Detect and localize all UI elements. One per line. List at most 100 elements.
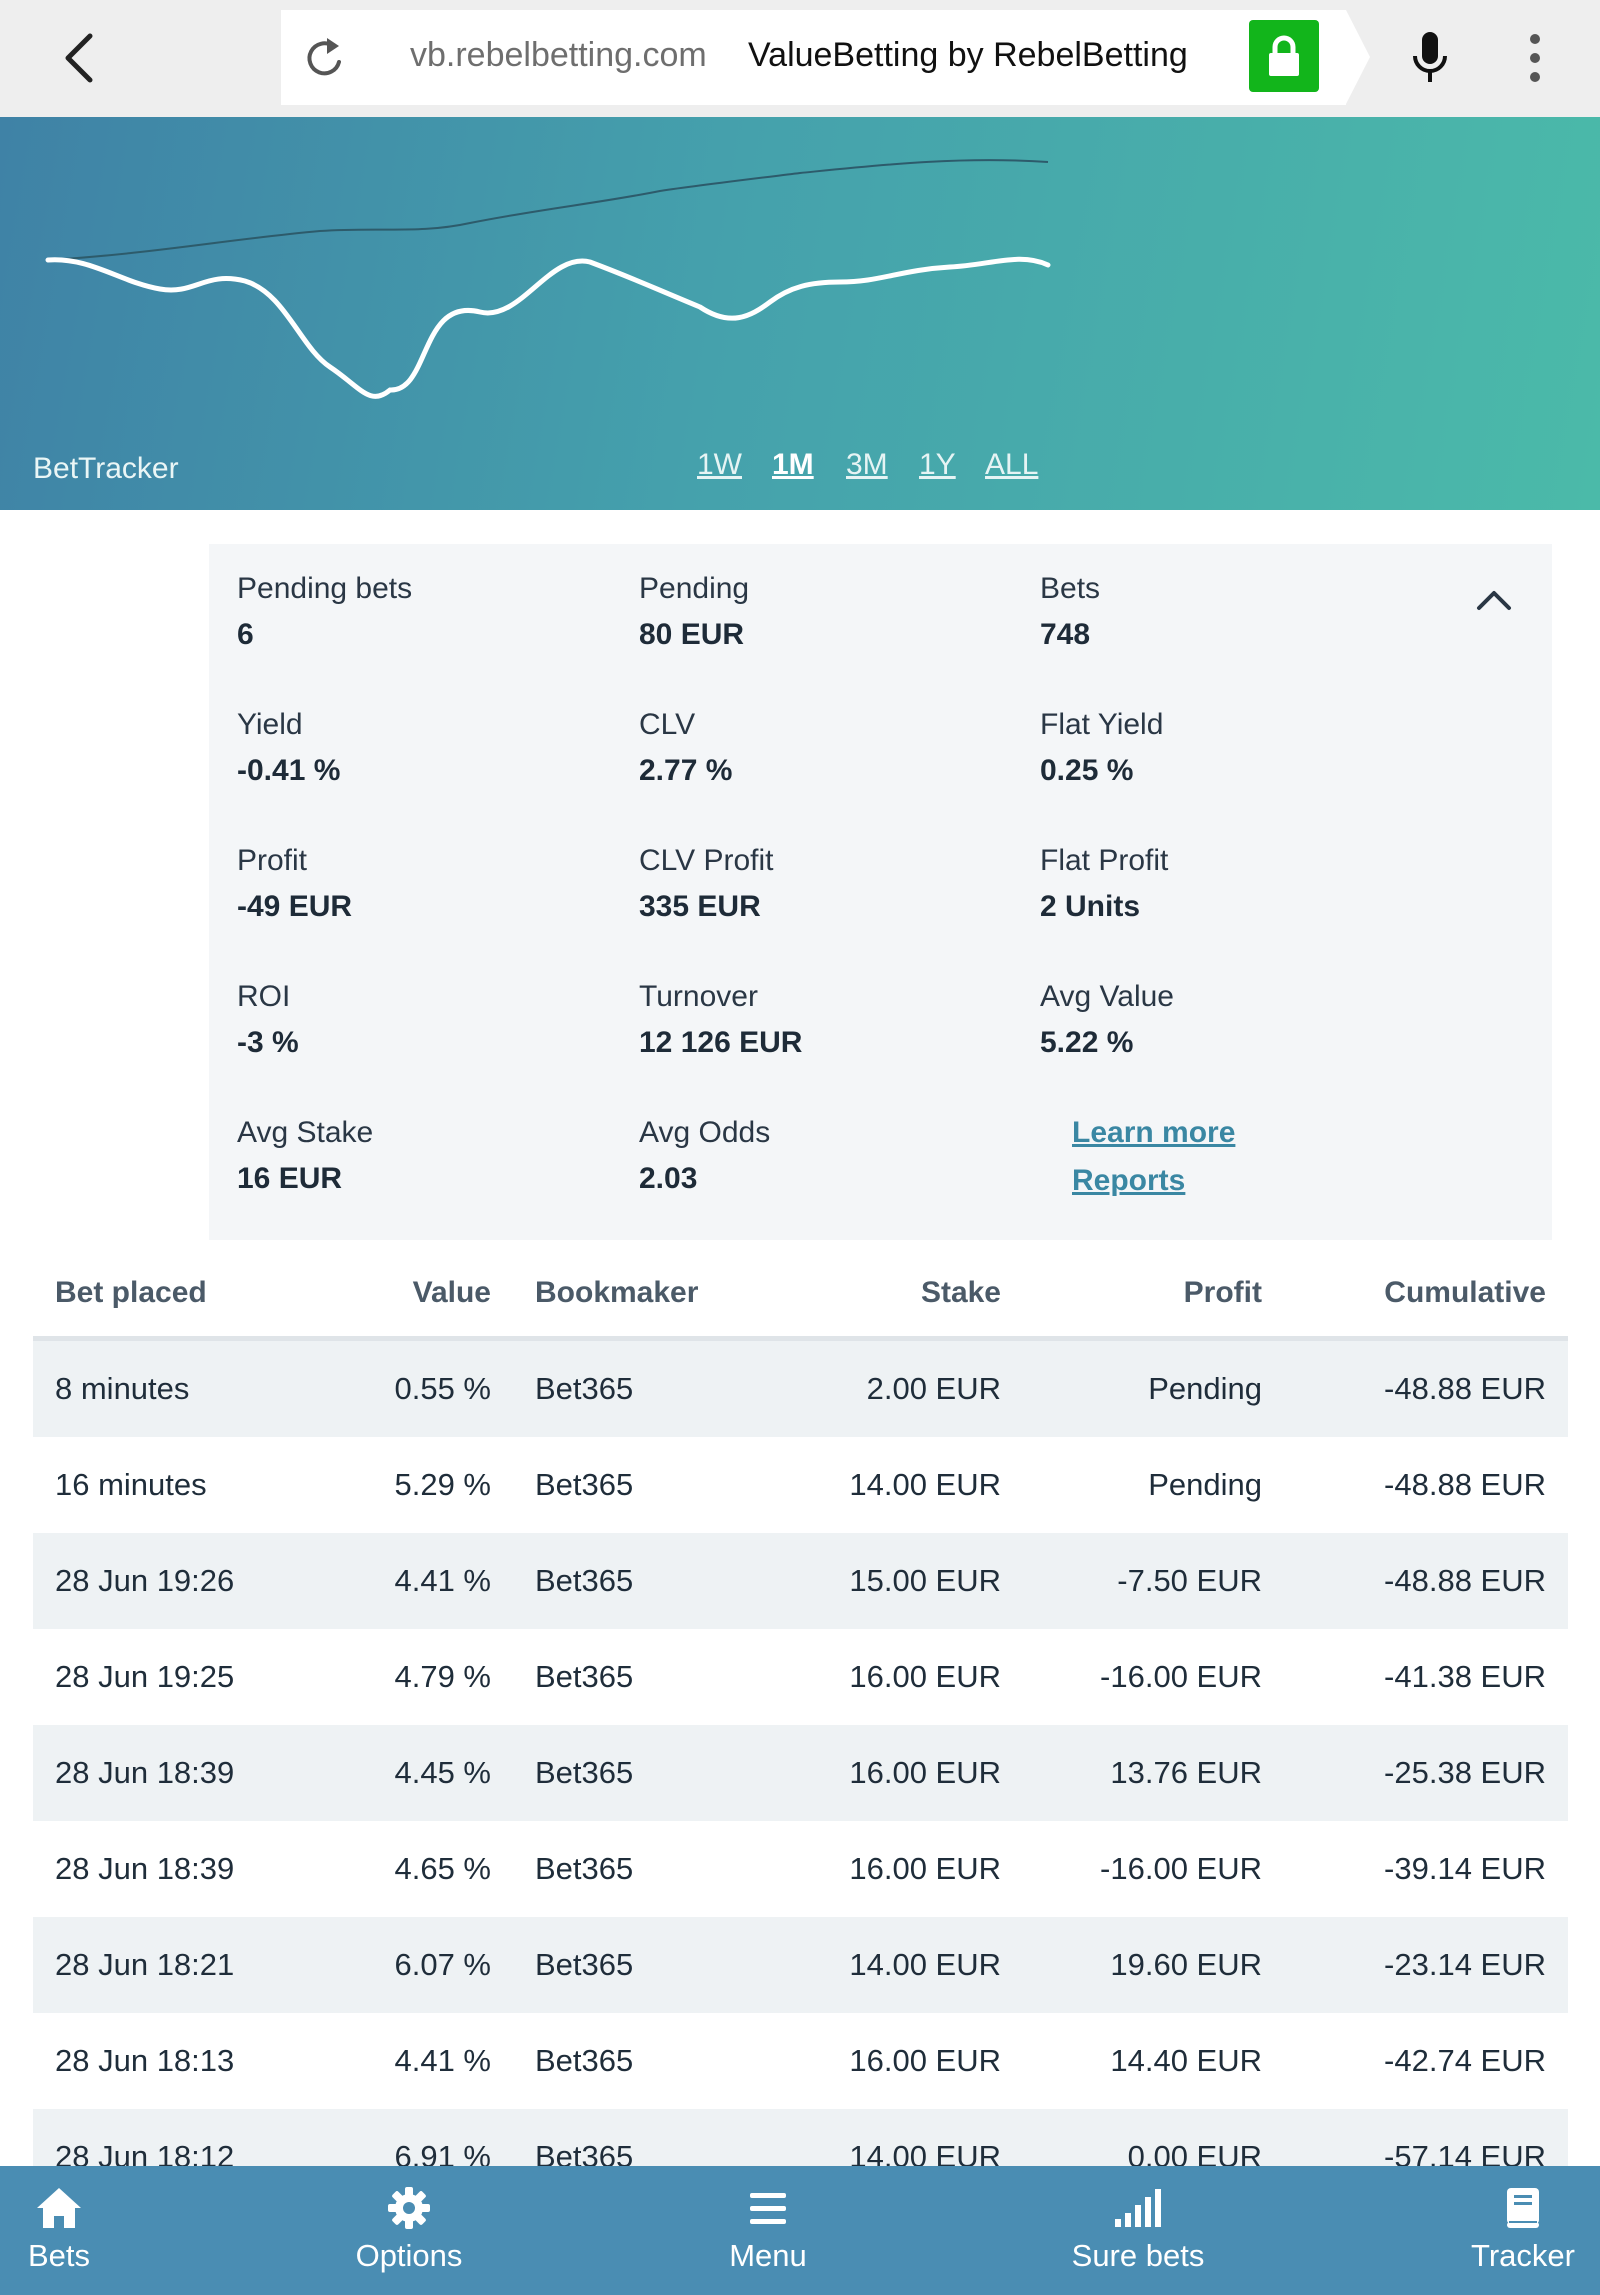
cell-bookmaker: Bet365	[513, 1725, 813, 1821]
stat-value: 6	[237, 618, 254, 651]
nav-sure-bets[interactable]: Sure bets	[1060, 2166, 1216, 2295]
cell-value: 4.41 %	[353, 1533, 513, 1629]
range-all-button[interactable]: ALL	[985, 448, 1039, 481]
lock-button[interactable]	[1249, 20, 1319, 92]
cell-profit: 14.40 EUR	[1110, 2043, 1262, 2078]
cell-cumulative: -42.74 EUR	[1384, 2043, 1546, 2078]
cell-profit: Pending	[1148, 1467, 1262, 1502]
cell-bet-placed: 28 Jun 18:21	[33, 1917, 353, 2013]
stat-value: 2 Units	[1040, 890, 1141, 923]
table-header-row: Bet placed Value Bookmaker Stake Profit …	[33, 1250, 1568, 1341]
cell-stake: 14.00 EUR	[813, 1917, 1023, 2013]
expected-line	[47, 159, 1049, 261]
address-bar[interactable]	[281, 10, 1346, 105]
nav-options[interactable]: Options	[339, 2166, 479, 2295]
chevron-up-icon	[1477, 591, 1511, 610]
cell-cumulative: -48.88 EUR	[1284, 1338, 1568, 1437]
cell-value: 6.07 %	[353, 1917, 513, 2013]
stat-label: Avg Value	[1040, 980, 1174, 1013]
stat-roi: ROI -3 %	[237, 980, 299, 1060]
table-row[interactable]: 28 Jun 18:39 4.65 % Bet365 16.00 EUR -16.00 …	[33, 1821, 1568, 1917]
stat-avg-value: Avg Value 5.22 %	[1040, 980, 1174, 1060]
header-stake[interactable]: Stake	[813, 1250, 1023, 1341]
stat-pending-bets: Pending bets 6	[237, 572, 412, 652]
range-3m-button[interactable]: 3M	[846, 448, 888, 481]
table-row[interactable]: 28 Jun 18:21 6.07 % Bet365 14.00 EUR 19.60 E…	[33, 1917, 1568, 2013]
back-button[interactable]	[50, 22, 110, 94]
nav-tracker[interactable]: Tracker	[1460, 2166, 1586, 2295]
more-options-button[interactable]	[1512, 26, 1558, 90]
range-1y-button[interactable]: 1Y	[919, 448, 956, 481]
cell-value: 0.55 %	[353, 1338, 513, 1437]
cell-stake: 2.00 EUR	[813, 1338, 1023, 1437]
microphone-button[interactable]	[1405, 26, 1455, 90]
stat-label: ROI	[237, 980, 291, 1013]
cell-bet-placed: 28 Jun 18:39	[55, 1851, 235, 1886]
header-cumulative[interactable]: Cumulative	[1284, 1250, 1568, 1341]
stat-label: Bets	[1040, 572, 1101, 605]
cell-cumulative: -48.88 EUR	[1284, 1533, 1568, 1629]
cell-stake: 16.00 EUR	[849, 2043, 1001, 2078]
stat-label: Flat Profit	[1040, 844, 1169, 877]
nav-bets[interactable]: Bets	[0, 2166, 118, 2295]
stat-label: Profit	[237, 844, 308, 877]
table-row[interactable]: 16 minutes 5.29 % Bet365 14.00 EUR Pending -4…	[33, 1437, 1568, 1533]
table-row[interactable]: 28 Jun 18:13 4.41 % Bet365 16.00 EUR 14.40 E…	[33, 2013, 1568, 2109]
stat-pending: Pending 80 EUR	[639, 572, 749, 652]
cell-bookmaker: Bet365	[513, 1338, 813, 1437]
table-row[interactable]: 28 Jun 18:39 4.45 % Bet365 16.00 EUR 13.76 E…	[33, 1725, 1568, 1821]
page-title[interactable]: ValueBetting by RebelBetting	[748, 36, 1188, 74]
cell-bookmaker: Bet365	[535, 2043, 634, 2078]
stat-clv-profit: CLV Profit 335 EUR	[639, 844, 774, 924]
cell-bookmaker: Bet365	[513, 1917, 813, 2013]
collapse-button[interactable]	[1471, 580, 1517, 620]
cell-bookmaker: Bet365	[535, 1467, 634, 1502]
nav-menu[interactable]: Menu	[708, 2166, 828, 2295]
stat-avg-stake: Avg Stake 16 EUR	[237, 1116, 373, 1196]
stat-label: CLV	[639, 708, 696, 741]
stat-value: 12 126 EUR	[639, 1026, 803, 1059]
table-row[interactable]: 28 Jun 19:26 4.41 % Bet365 15.00 EUR -7.50 E…	[33, 1533, 1568, 1629]
stat-avg-odds: Avg Odds 2.03	[639, 1116, 770, 1196]
stat-value: -49 EUR	[237, 890, 353, 923]
table-row[interactable]: 28 Jun 19:25 4.79 % Bet365 16.00 EUR -16.00 …	[33, 1629, 1568, 1725]
cell-profit: -16.00 EUR	[1100, 1851, 1262, 1886]
stat-label: Avg Stake	[237, 1116, 374, 1149]
stat-value: 0.25 %	[1040, 754, 1134, 787]
cell-value: 4.79 %	[394, 1659, 491, 1694]
stat-value: 748	[1040, 618, 1091, 651]
stat-yield: Yield -0.41 %	[237, 708, 340, 788]
cell-bet-placed: 28 Jun 18:39	[33, 1725, 353, 1821]
gear-icon	[388, 2187, 430, 2229]
cell-cumulative: -39.14 EUR	[1384, 1851, 1546, 1886]
header-bookmaker[interactable]: Bookmaker	[513, 1250, 813, 1341]
cell-bet-placed: 28 Jun 19:26	[33, 1533, 353, 1629]
stat-label: Yield	[237, 708, 303, 741]
header-value[interactable]: Value	[353, 1250, 513, 1341]
learn-more-link[interactable]: Learn more	[1072, 1116, 1236, 1149]
range-1m-button[interactable]: 1M	[772, 448, 814, 481]
stat-profit: Profit -49 EUR	[237, 844, 352, 924]
cell-profit: 13.76 EUR	[1023, 1725, 1284, 1821]
reports-link[interactable]: Reports	[1072, 1164, 1186, 1197]
table-row[interactable]: 8 minutes 0.55 % Bet365 2.00 EUR Pending -48.…	[33, 1338, 1568, 1437]
url-domain[interactable]: vb.rebelbetting.com	[410, 36, 707, 74]
cell-bookmaker: Bet365	[535, 1659, 634, 1694]
cell-profit: 19.60 EUR	[1023, 1917, 1284, 2013]
reload-button[interactable]	[300, 30, 350, 86]
cell-profit: -7.50 EUR	[1023, 1533, 1284, 1629]
stat-flat-profit: Flat Profit 2 Units	[1040, 844, 1168, 924]
cell-value: 4.45 %	[353, 1725, 513, 1821]
header-profit[interactable]: Profit	[1023, 1250, 1284, 1341]
stat-value: -0.41 %	[237, 754, 341, 787]
stat-label: Turnover	[639, 980, 758, 1013]
stat-value: 2.77 %	[639, 754, 733, 787]
more-vertical-icon	[1530, 34, 1540, 82]
cell-value: 4.65 %	[394, 1851, 491, 1886]
stat-label: Pending bets	[237, 572, 413, 605]
header-bet-placed[interactable]: Bet placed	[33, 1250, 353, 1341]
nav-label: Tracker	[1471, 2238, 1575, 2273]
stat-label: Avg Odds	[639, 1116, 771, 1149]
cell-value: 5.29 %	[394, 1467, 491, 1502]
range-1w-button[interactable]: 1W	[697, 448, 742, 481]
